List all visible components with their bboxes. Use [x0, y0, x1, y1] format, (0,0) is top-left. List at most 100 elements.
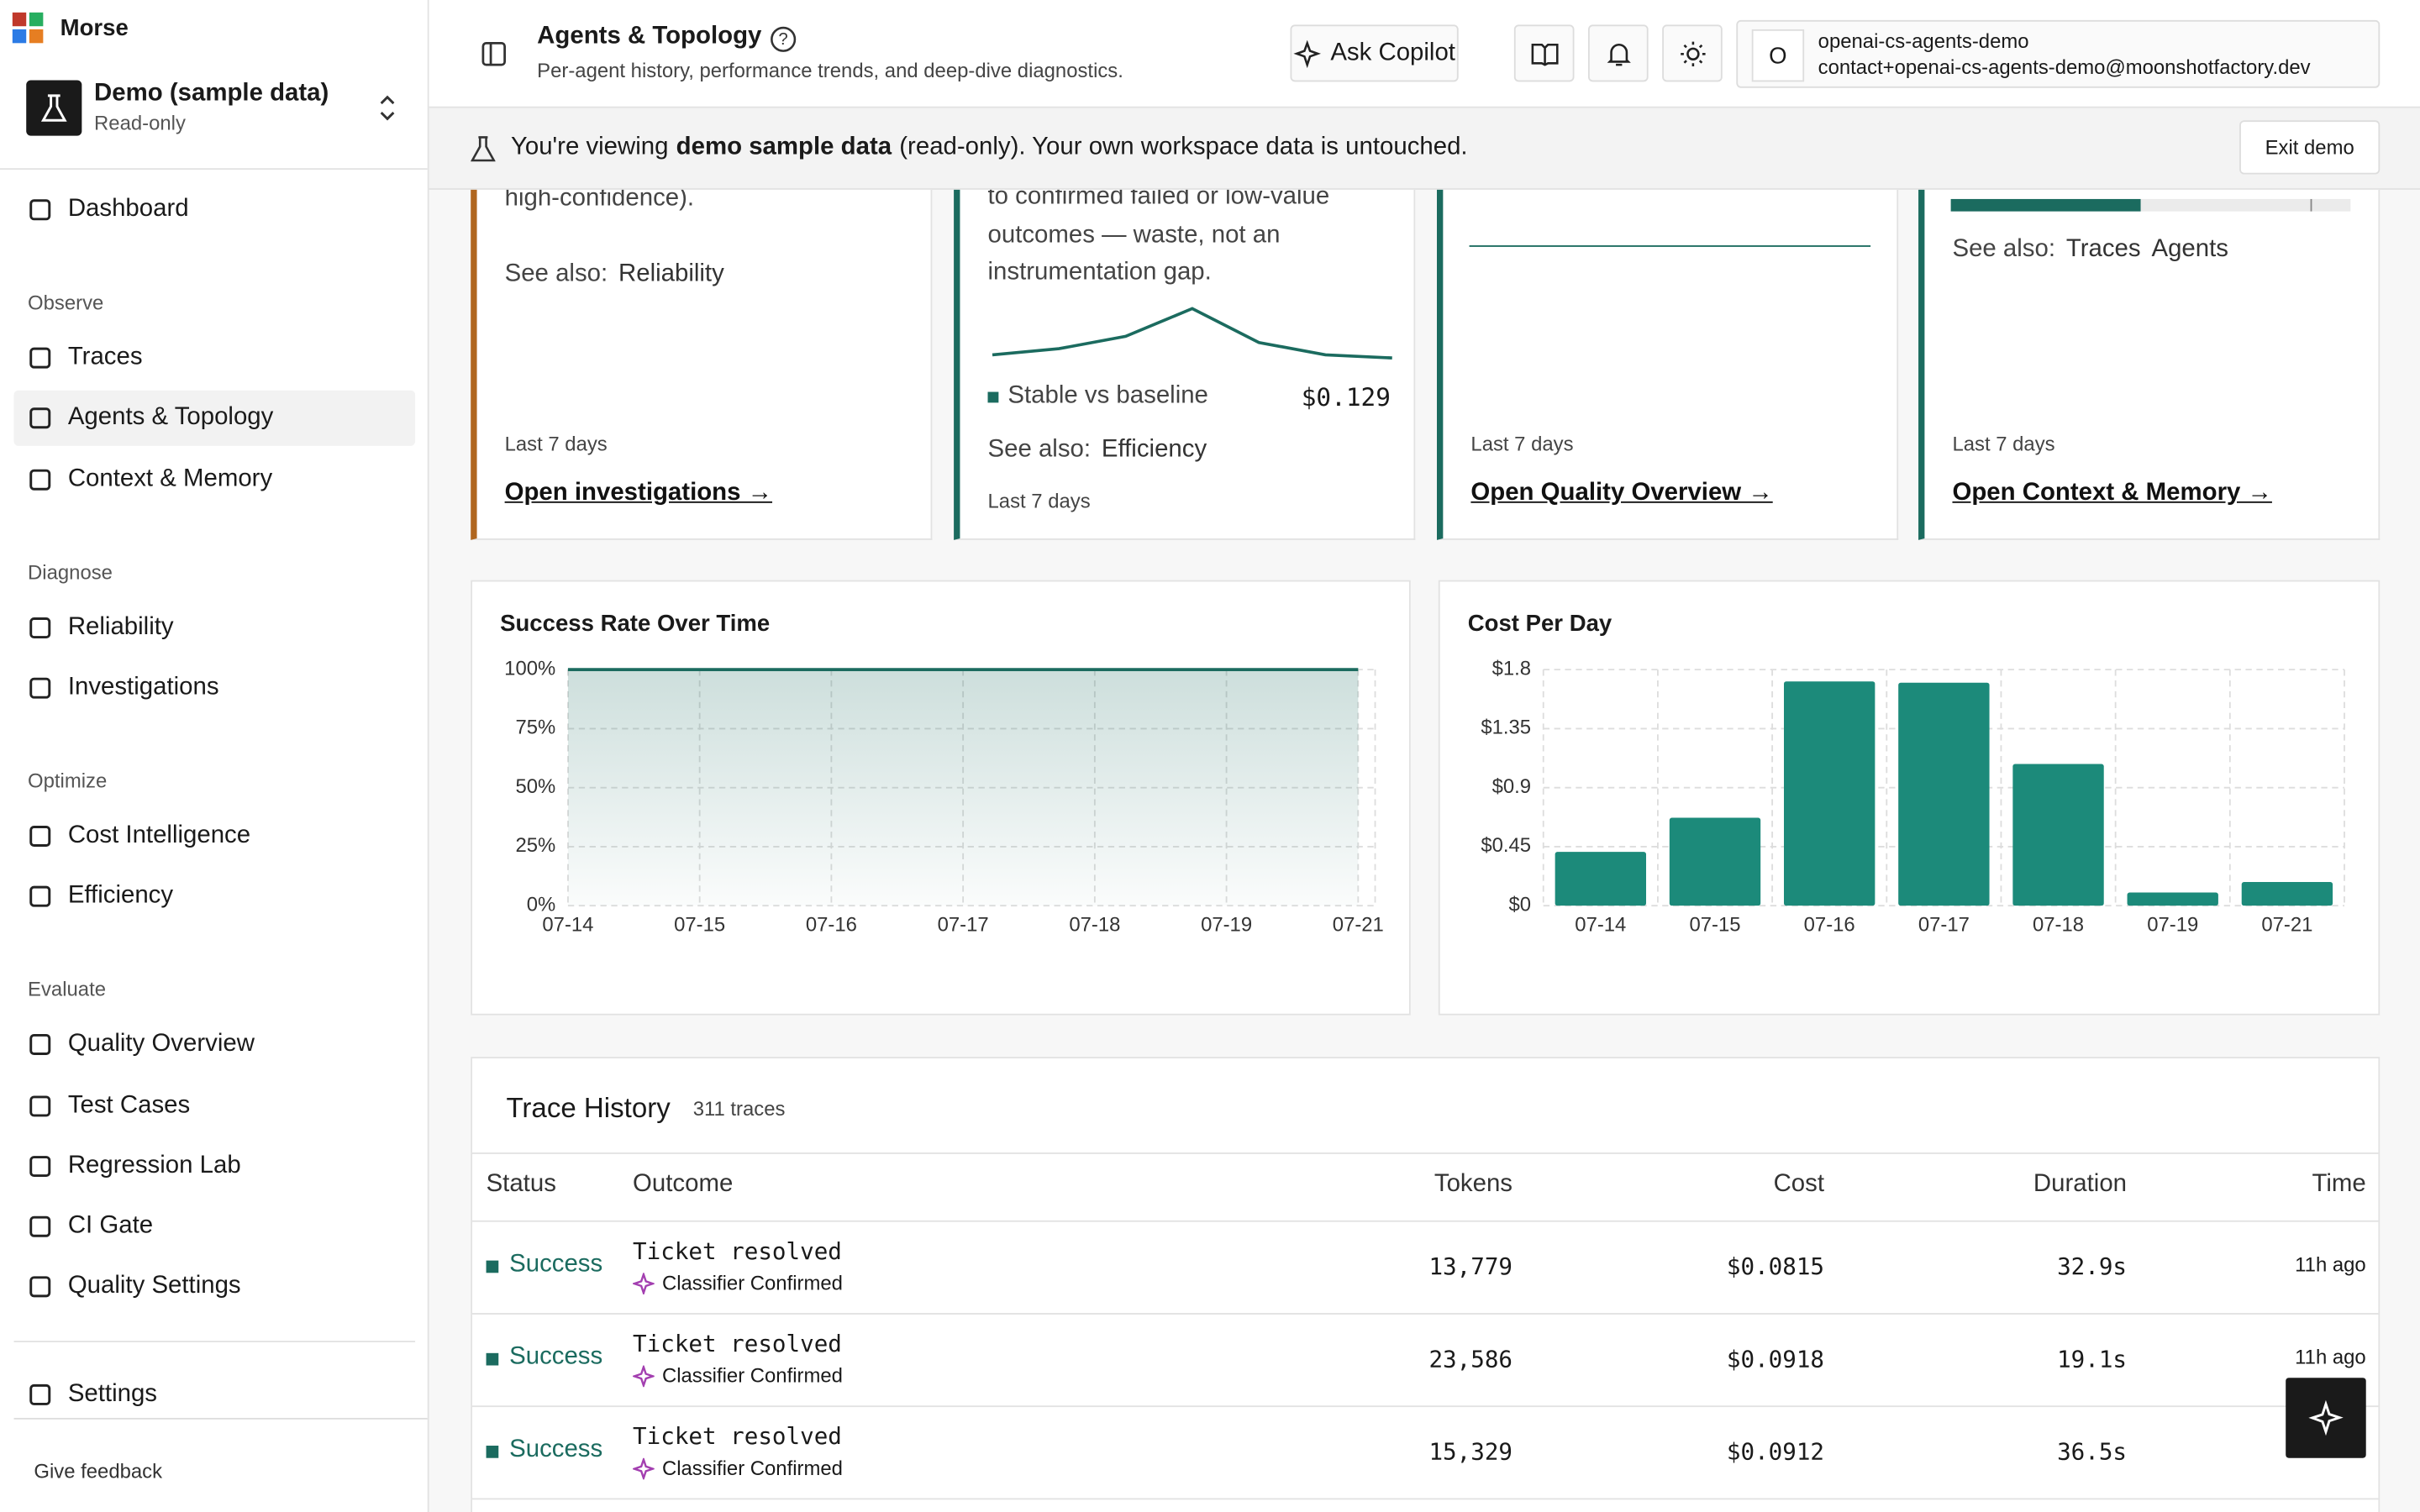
trend-value: $0.129: [1301, 382, 1391, 412]
nav-label: Settings: [67, 1381, 158, 1408]
nav-item[interactable]: Settings: [28, 1382, 157, 1410]
see-also-link[interactable]: Efficiency: [1101, 436, 1207, 464]
sidebar-toggle[interactable]: [481, 42, 506, 66]
user-name: openai-cs-agents-demo: [1818, 29, 2029, 53]
cell-duration: 36.5s: [2057, 1437, 2128, 1466]
nav-icon: [29, 1095, 51, 1116]
nav-item[interactable]: Traces: [28, 344, 143, 372]
nav-label: Context & Memory: [67, 465, 273, 492]
card-link[interactable]: Open investigations →: [504, 480, 773, 507]
period: Last 7 days: [1952, 432, 2055, 455]
switcher[interactable]: [376, 94, 398, 122]
y-tick-label: 0%: [527, 893, 555, 916]
nav-label: Traces: [67, 344, 143, 370]
status: Success: [509, 1436, 603, 1463]
chart-title: Cost Per Day: [1467, 611, 1612, 638]
cell-tokens: 23,586: [1428, 1345, 1513, 1373]
header-line: [472, 1220, 2379, 1222]
nav-item[interactable]: Quality Overview: [28, 1031, 255, 1058]
copilot-button[interactable]: Ask Copilot: [1290, 24, 1459, 82]
period: Last 7 days: [1470, 432, 1574, 455]
nav-icon: [29, 1384, 51, 1406]
banner-before: You're viewing: [510, 134, 669, 161]
nav-item[interactable]: Dashboard: [28, 196, 189, 223]
nav-item[interactable]: Efficiency: [28, 883, 173, 911]
icon-shape: [29, 1155, 51, 1177]
table-title: Trace History: [506, 1092, 671, 1124]
cell-cost: $0.0918: [1726, 1345, 1825, 1373]
area: [567, 669, 1359, 906]
nav-icon: [29, 468, 51, 490]
nav-label: CI Gate: [67, 1212, 154, 1240]
x-tick-label: 07-21: [2261, 913, 2312, 936]
nav-icon: [29, 825, 51, 847]
nav-item[interactable]: Investigations: [28, 674, 219, 701]
x-tick-label: 07-19: [2147, 913, 2198, 936]
nav-item[interactable]: Cost Intelligence: [28, 822, 250, 850]
nav-item[interactable]: Test Cases: [28, 1091, 190, 1119]
x-tick-label: 07-17: [938, 913, 989, 936]
nav-icon: [29, 1215, 51, 1237]
docs-button[interactable]: [1513, 24, 1575, 82]
cell-duration: 19.1s: [2057, 1345, 2128, 1373]
bar: [2012, 764, 2104, 906]
icon-shape: [29, 1384, 51, 1406]
card-link[interactable]: Open Quality Overview →: [1470, 480, 1773, 507]
exit-demo[interactable]: Exit demo: [2239, 120, 2381, 175]
cell-cost: $0.0815: [1726, 1252, 1825, 1281]
divider: [0, 168, 428, 171]
cell-cost: $0.0912: [1726, 1437, 1825, 1466]
column-header: Outcome: [633, 1171, 734, 1198]
nav-icon: [29, 1034, 51, 1056]
y-tick-label: 100%: [504, 657, 555, 680]
nav-item[interactable]: Regression Lab: [28, 1152, 241, 1180]
summary-card: Last 7 days Open Quality Overview →: [1437, 189, 1899, 540]
nav-item[interactable]: Quality Settings: [28, 1273, 241, 1301]
svg-text:?: ?: [779, 30, 788, 49]
see-also-label: See also:: [504, 260, 608, 287]
help[interactable]: ?: [771, 26, 797, 52]
x-tick-label: 07-19: [1201, 913, 1252, 936]
card-link[interactable]: Open Context & Memory →: [1952, 480, 2272, 507]
x-tick-label: 07-14: [542, 913, 593, 936]
see-also-link[interactable]: Agents: [2151, 236, 2228, 263]
icon-shape: [29, 199, 51, 221]
copilot-fab[interactable]: [2286, 1378, 2366, 1458]
icon-shape: [29, 825, 51, 847]
outcome-tag: Classifier Confirmed: [633, 1456, 843, 1480]
icon-shape: [29, 347, 51, 369]
notifications-button[interactable]: [1588, 24, 1649, 82]
nav-label: Regression Lab: [67, 1152, 241, 1179]
summary-card: high-confidence). See also: Reliability Las…: [471, 189, 933, 540]
nav-icon: [29, 407, 51, 429]
cell-tokens: 15,329: [1428, 1437, 1513, 1466]
icon-shape: [29, 468, 51, 490]
see-also-link[interactable]: Traces: [2065, 236, 2141, 263]
nav-item[interactable]: Agents & Topology: [28, 405, 273, 433]
header: Agents & Topology ? Per-agent history, p…: [429, 0, 2420, 108]
nav-item[interactable]: Context & Memory: [28, 465, 272, 493]
tag-label: Classifier Confirmed: [661, 1456, 843, 1480]
user-menu[interactable]: O openai-cs-agents-demo contact+openai-c…: [1736, 19, 2381, 88]
workspace-role: Read-only: [94, 111, 186, 134]
avatar: O: [1751, 29, 1805, 82]
y-tick-label: 75%: [515, 717, 555, 739]
theme-button[interactable]: [1662, 24, 1723, 82]
tag-shape: [633, 1364, 655, 1387]
see-also-link[interactable]: Reliability: [618, 260, 724, 287]
x-tick-label: 07-15: [1689, 913, 1740, 936]
feedback-link[interactable]: Give feedback: [34, 1460, 163, 1483]
nav-item[interactable]: CI Gate: [28, 1213, 153, 1241]
nav-icon: [29, 885, 51, 907]
icon-shape: [29, 617, 51, 638]
icon-shape: [29, 1277, 51, 1299]
nav-item[interactable]: Reliability: [28, 613, 174, 641]
workspace-name[interactable]: Demo (sample data): [94, 80, 329, 107]
nav-label: Test Cases: [67, 1091, 191, 1118]
sparkline-line: [992, 307, 1392, 360]
x-tick-label: 07-15: [674, 913, 725, 936]
nav-label: Reliability: [67, 613, 174, 640]
